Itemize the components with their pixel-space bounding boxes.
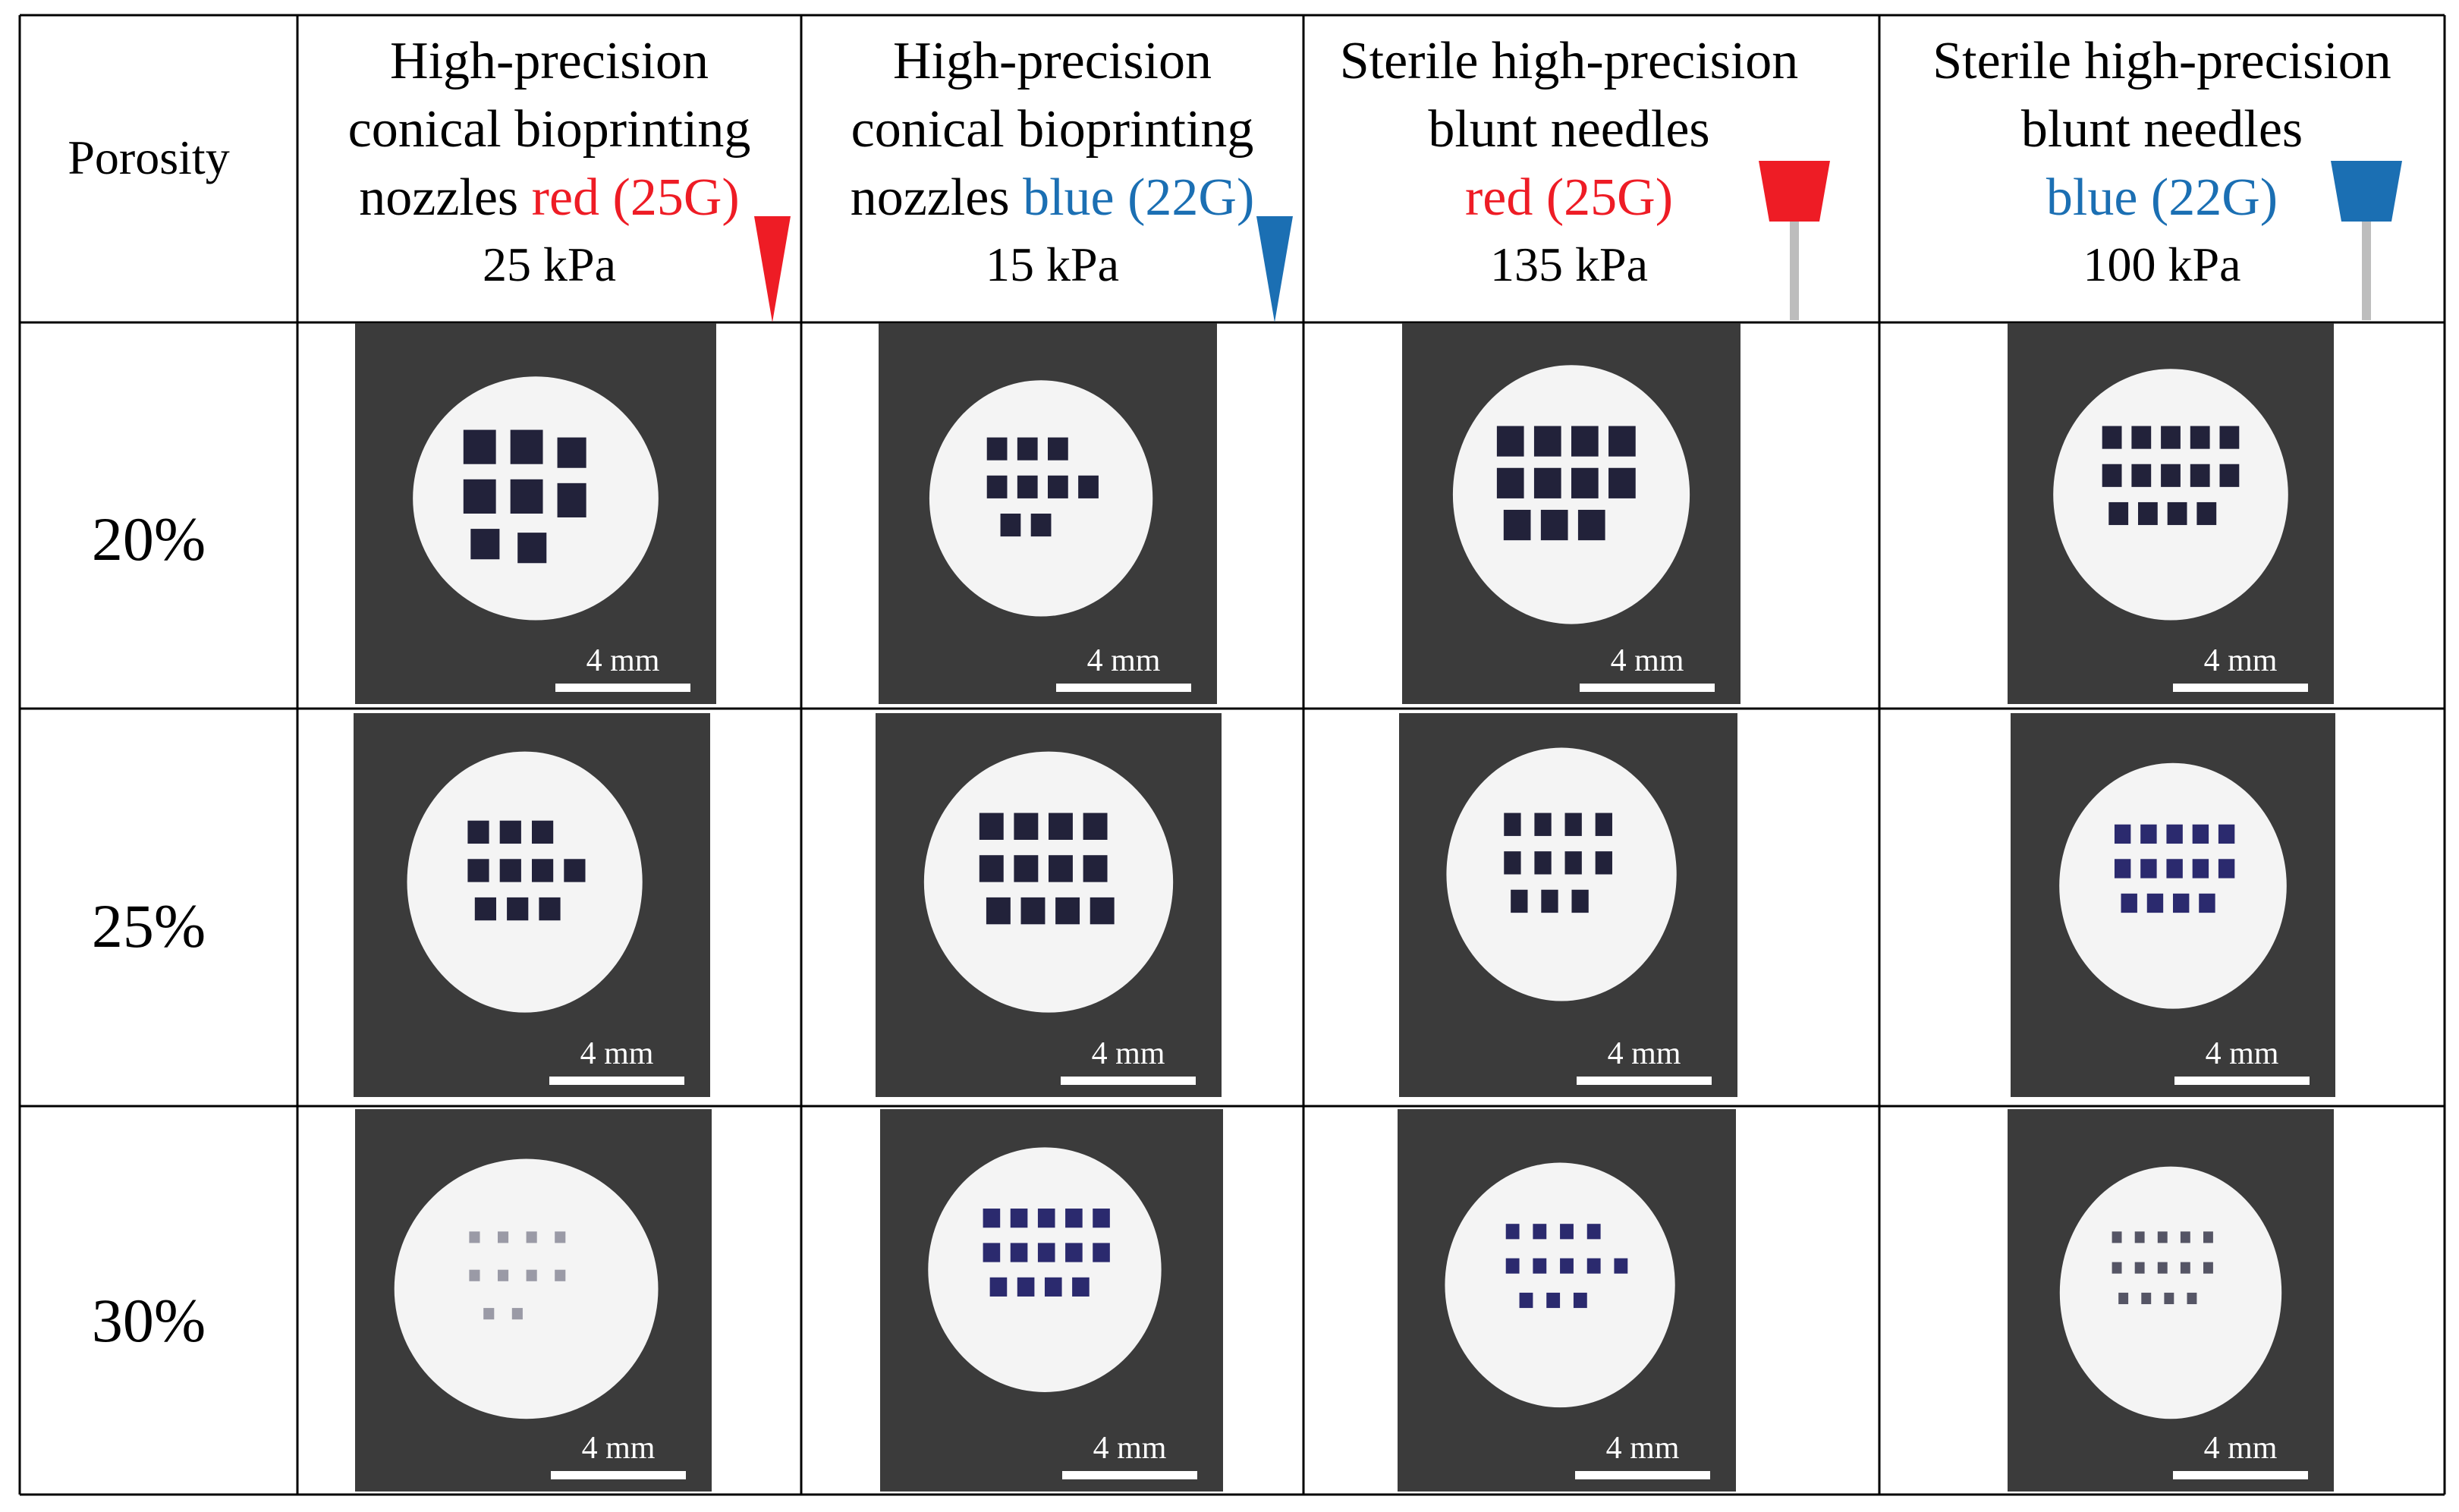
header-line: conical bioprinting [347,100,751,159]
pressure-label: 15 kPa [986,237,1119,291]
scale-bar-label: 4 mm [1091,1036,1165,1071]
header-conical-red: High-precision conical bioprinting nozzl… [297,27,801,316]
scale-bar-label: 4 mm [1607,1036,1681,1071]
scaffold-photo: 4 mm [876,713,1222,1097]
scale-bar: 4 mm [1577,1036,1712,1085]
header-line: High-precision [893,32,1212,90]
header-line: blunt needles [1428,100,1710,159]
gauge-label-blue: blue (22G) [1023,168,1255,227]
scale-bar: 4 mm [1061,1036,1196,1085]
scale-bar-label: 4 mm [2203,1431,2278,1466]
scale-bar-label: 4 mm [586,643,660,678]
scaffold-photo: 4 mm [1398,1109,1736,1492]
header-line: Sterile high-precision [1932,32,2391,90]
scale-bar-label: 4 mm [1086,643,1161,678]
header-line: conical bioprinting [851,100,1254,159]
scaffold-photo: 4 mm [2008,323,2334,704]
pressure-label: 100 kPa [2083,237,2241,291]
scaffold-photo: 4 mm [355,1109,712,1492]
scale-bar-label: 4 mm [1093,1431,1167,1466]
scale-bar: 4 mm [1062,1430,1197,1479]
scale-bar: 4 mm [1580,643,1715,692]
header-line-prefix: nozzles [359,168,532,227]
porosity-column-header: Porosity [68,130,230,184]
header-blunt-blue: Sterile high-precision blunt needles blu… [1879,27,2445,316]
scale-bar-label: 4 mm [1610,643,1684,678]
pressure-label: 135 kPa [1490,237,1648,291]
scale-bar: 4 mm [2173,1430,2308,1479]
scaffold-photo: 4 mm [354,713,710,1097]
scaffold-photo: 4 mm [355,323,716,704]
scale-bar: 4 mm [2174,1036,2310,1085]
scale-bar: 4 mm [2173,643,2308,692]
scaffold-photo: 4 mm [2008,1109,2334,1492]
header-conical-blue: High-precision conical bioprinting nozzl… [801,27,1303,316]
scaffold-photo: 4 mm [879,323,1217,704]
scale-bar: 4 mm [1056,643,1191,692]
scale-bar: 4 mm [549,1036,684,1085]
scale-bar: 4 mm [551,1430,686,1479]
header-blunt-red: Sterile high-precision blunt needles red… [1303,27,1835,316]
pressure-label: 25 kPa [483,237,616,291]
scaffold-photo: 4 mm [880,1109,1223,1492]
blue-blunt-needle-icon [2331,161,2402,320]
header-line: High-precision [390,32,709,90]
scaffold-photo: 4 mm [1402,323,1740,704]
scale-bar-label: 4 mm [581,1431,656,1466]
gauge-label-red: red (25G) [1464,168,1674,227]
blue-conical-nozzle-icon [1256,216,1293,322]
gauge-label-blue: blue (22G) [2045,168,2278,227]
red-conical-nozzle-icon [754,216,791,322]
scale-bar-label: 4 mm [580,1036,654,1071]
porosity-25: 25% [91,891,206,960]
header-line: Sterile high-precision [1339,32,1799,90]
scale-bar: 4 mm [1575,1430,1710,1479]
scaffold-photo: 4 mm [1399,713,1737,1097]
porosity-20: 20% [91,505,206,574]
gauge-label-red: red (25G) [531,168,740,227]
scale-bar-label: 4 mm [2203,643,2278,678]
red-blunt-needle-icon [1759,161,1830,320]
header-line: blunt needles [2020,100,2303,159]
scaffold-photo: 4 mm [2011,713,2335,1097]
porosity-30: 30% [91,1286,206,1355]
scale-bar: 4 mm [555,643,690,692]
header-line-prefix: nozzles [850,168,1024,227]
scale-bar-label: 4 mm [2205,1036,2279,1071]
scale-bar-label: 4 mm [1605,1431,1680,1466]
